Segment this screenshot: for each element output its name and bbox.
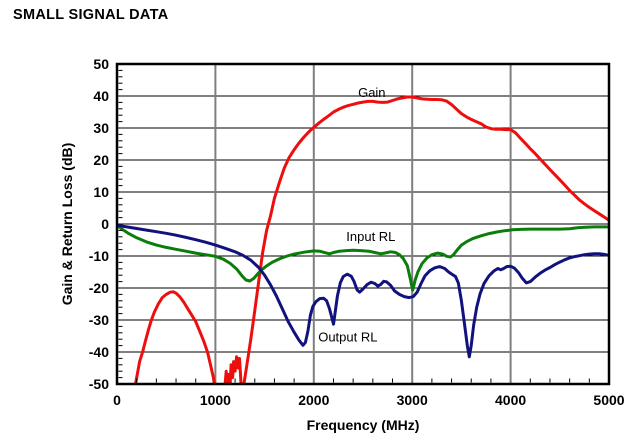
y-tick-label: -10: [89, 248, 109, 264]
x-tick-labels: 0 1000 2000 3000 4000 5000: [113, 392, 625, 408]
x-tick-label: 1000: [200, 392, 231, 408]
v-gridlines: [214, 64, 512, 384]
output-rl-curve: [117, 223, 609, 359]
x-tick-label: 3000: [397, 392, 428, 408]
curve-label-gain: Gain: [358, 85, 385, 100]
y-axis-title: Gain & Return Loss (dB): [59, 143, 75, 306]
y-tick-label: 0: [101, 216, 109, 232]
y-tick-label: 10: [93, 184, 109, 200]
x-tick-label: 4000: [495, 392, 526, 408]
input-rl-curve: [117, 223, 609, 292]
y-tick-labels: 50 40 30 20 10 0 -10 -20 -30 -40 -50: [89, 56, 109, 392]
plot-frame: [115, 62, 611, 386]
gain-curve: [133, 95, 609, 384]
minor-ticks: [118, 69, 590, 383]
y-tick-label: 20: [93, 152, 109, 168]
y-tick-label: 40: [93, 88, 109, 104]
curve-label-input-rl: Input RL: [346, 229, 395, 244]
curve-label-output-rl: Output RL: [318, 330, 377, 345]
h-gridlines: [117, 95, 609, 353]
y-tick-label: 50: [93, 56, 109, 72]
y-tick-label: 30: [93, 120, 109, 136]
y-tick-label: -40: [89, 344, 109, 360]
chart-title: SMALL SIGNAL DATA: [13, 7, 169, 23]
y-tick-label: -20: [89, 280, 109, 296]
x-tick-label: 5000: [593, 392, 624, 408]
x-tick-label: 0: [113, 392, 121, 408]
x-tick-label: 2000: [298, 392, 329, 408]
y-tick-label: -30: [89, 312, 109, 328]
x-axis-title: Frequency (MHz): [307, 417, 420, 433]
y-tick-label: -50: [89, 376, 109, 392]
